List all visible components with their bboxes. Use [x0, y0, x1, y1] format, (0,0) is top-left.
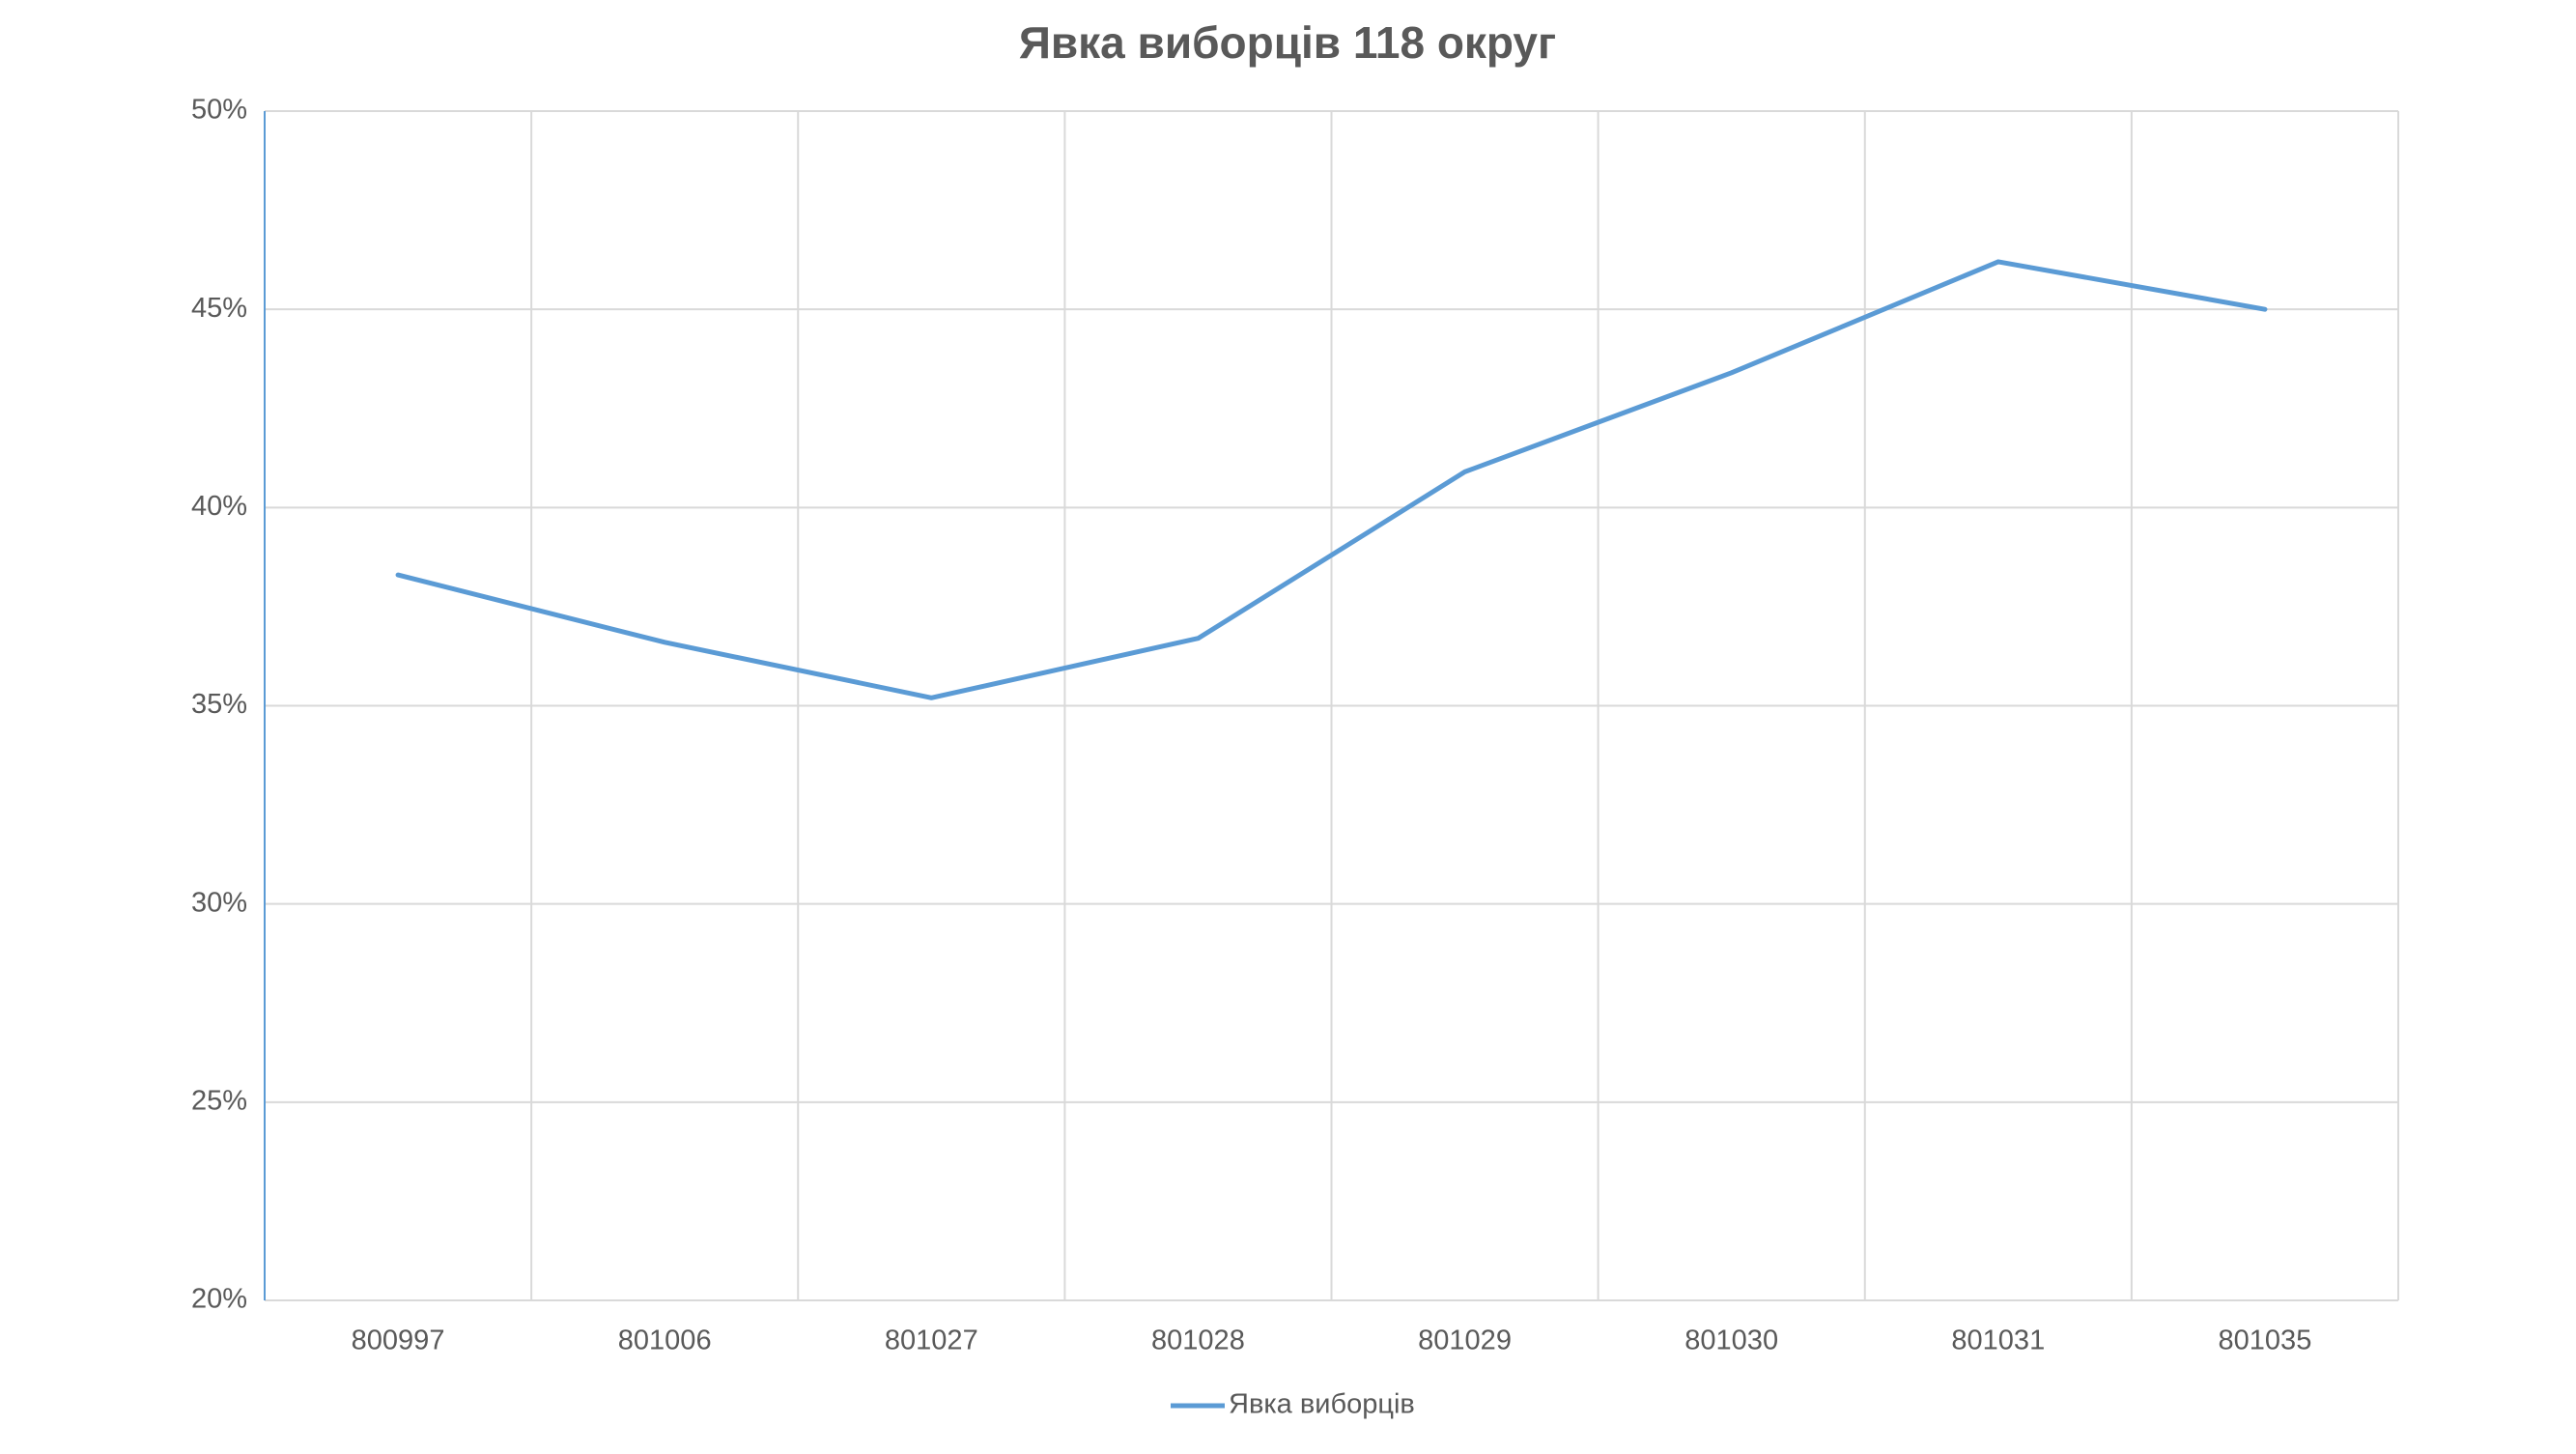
y-tick-label: 45%	[191, 293, 247, 324]
chart-title: Явка виборців 118 округ	[1019, 17, 1556, 68]
y-tick-label: 40%	[191, 491, 247, 522]
y-tick-label: 50%	[191, 95, 247, 126]
x-tick-label: 801006	[618, 1326, 712, 1356]
x-tick-label: 801035	[2219, 1326, 2312, 1356]
y-tick-label: 30%	[191, 887, 247, 918]
x-tick-label: 801030	[1684, 1326, 1778, 1356]
x-tick-label: 801031	[1951, 1326, 2045, 1356]
y-tick-label: 25%	[191, 1085, 247, 1116]
legend-label: Явка виборців	[1229, 1389, 1415, 1420]
series-line	[395, 259, 2268, 700]
x-tick-label: 801029	[1418, 1326, 1512, 1356]
x-tick-label: 801027	[885, 1326, 978, 1356]
x-tick-label: 800997	[352, 1326, 445, 1356]
y-tick-label: 20%	[191, 1284, 247, 1315]
x-tick-label: 801028	[1151, 1326, 1245, 1356]
y-tick-label: 35%	[191, 689, 247, 720]
